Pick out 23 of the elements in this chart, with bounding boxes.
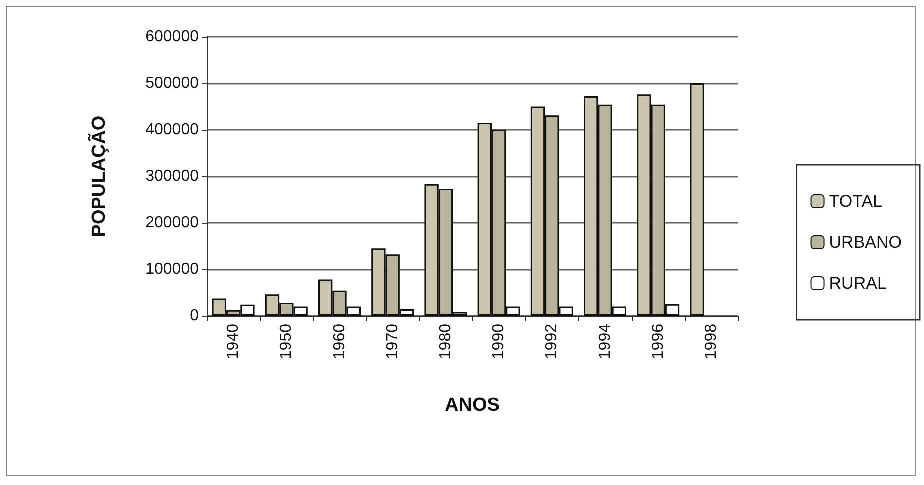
y-tick-label: 100000	[146, 261, 200, 278]
x-tick-label: 1980	[437, 324, 454, 360]
x-tick-label: 1960	[331, 324, 348, 360]
legend-label: RURAL	[829, 274, 887, 293]
y-axis-title: POPULAÇÃO	[88, 116, 110, 238]
y-tick-label: 500000	[146, 75, 200, 92]
x-tick-label: 1996	[650, 324, 667, 360]
x-tick-label: 1998	[702, 324, 720, 360]
x-tick-label: 1950	[278, 324, 296, 360]
x-tick-label: 1990	[490, 324, 508, 360]
y-tick-label: 400000	[146, 122, 200, 138]
legend-label: TOTAL	[829, 192, 882, 211]
legend-label: URBANO	[829, 233, 902, 252]
y-tick-label: 0	[190, 308, 200, 324]
x-tick-label: 1992	[544, 324, 561, 360]
y-tick-label: 300000	[146, 168, 200, 185]
x-axis-title: ANOS	[445, 395, 500, 416]
x-tick-label: 1994	[596, 324, 614, 360]
y-tick-label: 200000	[146, 214, 200, 232]
bar	[690, 84, 704, 316]
x-tick-label: 1970	[384, 324, 402, 360]
y-tick-label: 600000	[146, 28, 200, 46]
x-tick-label: 1940	[225, 324, 242, 360]
